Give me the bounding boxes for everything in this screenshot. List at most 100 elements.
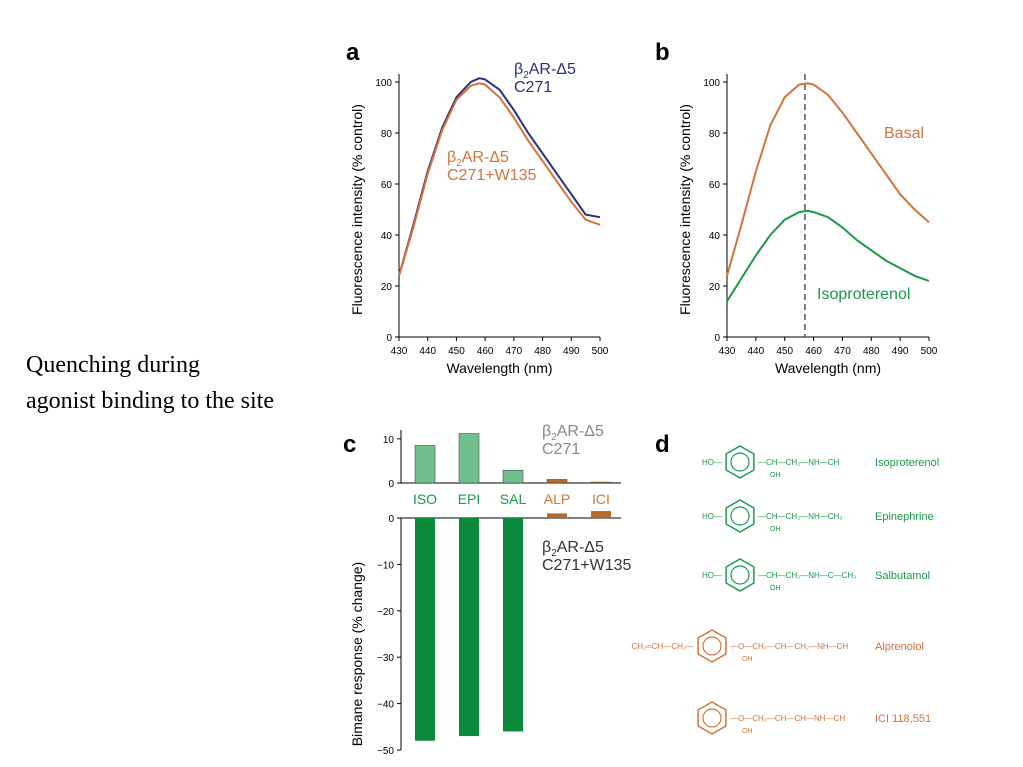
panel-c-bottom-label-line1: β2AR-Δ5 [542, 539, 604, 559]
panel-c-bottom-y-tick-label: −30 [377, 653, 394, 664]
panel-b-y-tick-label: 20 [709, 282, 721, 293]
structure-chain: —CH—CH₂—NH—CH [758, 458, 840, 467]
panel-b-series-line-1 [726, 209, 930, 302]
structure-hydroxyl: OH [770, 526, 781, 533]
structure-substituent: HO— [702, 512, 722, 521]
compound-name-label: Isoproterenol [875, 457, 939, 469]
panel-a-x-tick-label: 500 [592, 346, 609, 357]
structure-chain: —CH—CH₂—NH—C—CH₃ [758, 571, 856, 580]
panel-c-top-bar [590, 481, 612, 484]
structure-substituent: HO— [702, 571, 722, 580]
panel-c-bottom-y-tick-label: −50 [377, 746, 394, 757]
panel-c-bottom-label-line2: C271+W135 [542, 557, 631, 574]
panel-b-x-tick-label: 440 [748, 346, 765, 357]
panel-b-y-axis-label: Fluorescence intensity (% control) [677, 104, 693, 315]
panel-b-x-axis-label: Wavelength (nm) [775, 360, 881, 376]
structure-ring [725, 499, 755, 533]
panel-c-top-y-tick-label: 10 [383, 435, 395, 446]
panel-b-x-tick-label: 450 [776, 346, 793, 357]
panel-a-x-axis-label: Wavelength (nm) [446, 360, 552, 376]
panel-b-x-tick-label: 480 [863, 346, 880, 357]
side-text-line2: agonist binding to the site [26, 388, 274, 414]
side-text-line1: Quenching during [26, 352, 200, 378]
panel-a-x-tick-label: 470 [506, 346, 523, 357]
structure-substituent: CH₂═CH—CH₂— [631, 642, 694, 651]
panel-c-top-bar [414, 445, 436, 484]
panel-a-legend-w135-line2: C271+W135 [447, 167, 536, 184]
panel-c-bottom-bar [503, 518, 523, 732]
structure-aromatic-circle [702, 708, 722, 728]
panel-b-y-tick-label: 60 [709, 180, 721, 191]
structure-hydroxyl: OH [770, 472, 781, 479]
panel-b-x-tick-label: 490 [892, 346, 909, 357]
structure-aromatic-circle [730, 452, 750, 472]
structure-aromatic-circle [730, 506, 750, 526]
compound-name-label: Alprenolol [875, 641, 924, 653]
panel-b-y-tick-label: 40 [709, 231, 721, 242]
panel-c-y-axis-label: Bimane response (% change) [349, 562, 365, 746]
panel-c-top-bar [458, 433, 480, 484]
panel-c-bottom-bar [591, 511, 611, 518]
panel-a-series-line-1 [398, 82, 601, 277]
panel-a-legend-c271-line2: C271 [514, 79, 552, 96]
panel-label-c: c [343, 431, 356, 458]
panel-a-y-tick-label: 20 [381, 282, 393, 293]
panel-b-y-tick-label: 80 [709, 129, 721, 140]
panel-d-structures: HO— —CH—CH₂—NH—CH OH Isoproterenol HO— —CH—CH… [631, 445, 939, 735]
panel-a-y-tick-label: 100 [375, 78, 392, 89]
panel-b-y-tick-label: 100 [703, 78, 720, 89]
panel-b-x-tick-label: 470 [834, 346, 851, 357]
panel-c-bottom-y-tick-label: −10 [377, 560, 394, 571]
panel-b-chart: 430 440 450 460 470 480 490 500 0 20 40 60 80 100 Wave… [677, 74, 938, 376]
panel-a-y-tick-label: 60 [381, 180, 393, 191]
structure-hydroxyl: OH [742, 656, 753, 663]
panel-c-chart: 0 10 0 −10 −20 −30 −40 −50 ISO EPI SAL ALP ICI Bimane… [349, 423, 631, 757]
structure-chain: —O—CH₂—CH—CH₂—NH—CH [730, 642, 848, 651]
panel-a-x-tick-label: 430 [391, 346, 408, 357]
panel-a-legend-c271-line1: β2AR-Δ5 [514, 61, 576, 81]
panel-b-x-tick-label: 430 [719, 346, 736, 357]
panel-label-b: b [655, 39, 670, 66]
panel-a-y-tick-label: 80 [381, 129, 393, 140]
compound-name-label: ICI 118,551 [875, 713, 931, 725]
panel-c-bottom-bar [459, 518, 479, 737]
structure-ring [697, 629, 727, 663]
structure-aromatic-circle [730, 565, 750, 585]
panel-c-bottom-y-tick-label: −40 [377, 700, 394, 711]
panel-b-series-line-0 [726, 82, 930, 277]
panel-a-x-tick-label: 460 [477, 346, 494, 357]
panel-label-a: a [346, 39, 360, 66]
panel-b-x-tick-label: 460 [805, 346, 822, 357]
panel-c-top-label-line2: C271 [542, 441, 580, 458]
panel-a-y-axis-label: Fluorescence intensity (% control) [349, 104, 365, 315]
panel-c-top-bar [546, 479, 568, 484]
compound-name-label: Epinephrine [875, 511, 934, 523]
panel-a-x-tick-label: 480 [534, 346, 551, 357]
structure-aromatic-circle [702, 636, 722, 656]
structure-ring [697, 701, 727, 735]
panel-c-bottom-bar [547, 513, 567, 518]
structure-hydroxyl: OH [742, 728, 753, 735]
panel-c-bottom-y-tick-label: −20 [377, 607, 394, 618]
structure-ring [725, 445, 755, 479]
panel-a-y-tick-label: 0 [386, 333, 392, 344]
structure-chain: —CH—CH₂—NH—CH₃ [758, 512, 843, 521]
panel-a-chart: 430 440 450 460 470 480 490 500 0 20 40 60 80 100 Wave… [349, 61, 609, 376]
panel-a-legend-w135-line1: β2AR-Δ5 [447, 149, 509, 169]
panel-c-category-label: ALP [544, 491, 570, 507]
panel-c-category-label: ISO [413, 491, 437, 507]
structure-chain: —O—CH₂—CH—CH—NH—CH [730, 714, 845, 723]
structure-substituent: HO— [702, 458, 722, 467]
panel-c-bottom-bar [415, 518, 435, 741]
panel-a-x-tick-label: 490 [563, 346, 580, 357]
panel-b-legend-isoproterenol: Isoproterenol [817, 286, 910, 303]
panel-a-x-tick-label: 440 [419, 346, 436, 357]
panel-c-bottom-y-tick-label: 0 [388, 514, 394, 525]
panel-label-d: d [655, 431, 670, 458]
panel-a-x-tick-label: 450 [448, 346, 465, 357]
panel-c-category-label: ICI [592, 491, 610, 507]
panel-c-category-label: SAL [500, 491, 527, 507]
structure-hydroxyl: OH [770, 585, 781, 592]
panel-c-top-label-line1: β2AR-Δ5 [542, 423, 604, 443]
